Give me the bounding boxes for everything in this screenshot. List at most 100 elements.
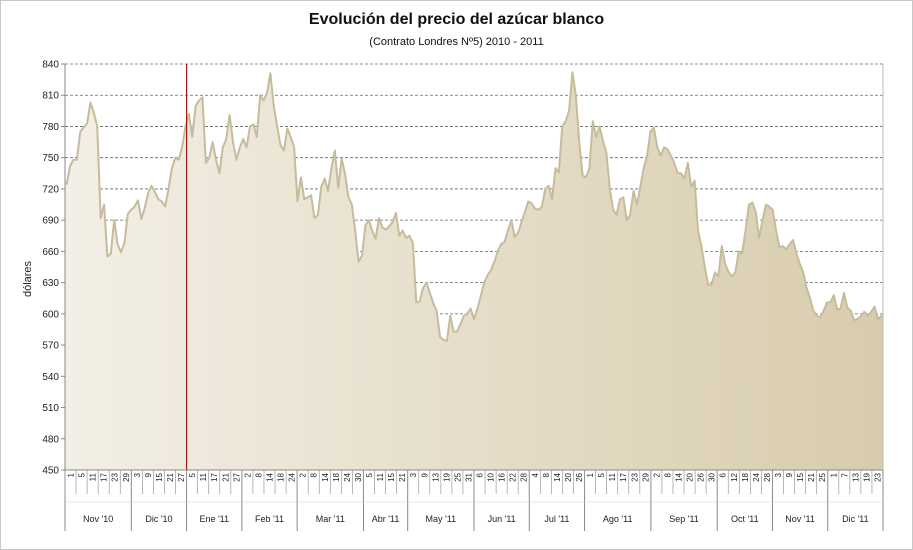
y-tick-label: 840 bbox=[42, 60, 59, 71]
day-tick-label: 1 bbox=[829, 472, 838, 477]
day-tick-label: 8 bbox=[663, 472, 672, 477]
day-tick-label: 18 bbox=[741, 472, 750, 481]
month-tick-label: Ene '11 bbox=[199, 514, 229, 524]
day-tick-label: 17 bbox=[100, 472, 109, 481]
day-tick-label: 16 bbox=[498, 472, 507, 481]
day-tick-label: 15 bbox=[796, 472, 805, 481]
day-tick-label: 23 bbox=[111, 472, 120, 481]
day-tick-label: 11 bbox=[376, 472, 385, 481]
month-tick-label: May '11 bbox=[426, 514, 457, 524]
day-tick-label: 15 bbox=[155, 472, 164, 481]
day-tick-label: 8 bbox=[254, 472, 263, 477]
day-tick-label: 19 bbox=[442, 472, 451, 481]
day-tick-label: 23 bbox=[873, 472, 882, 481]
month-tick-label: Nov '11 bbox=[785, 514, 815, 524]
day-tick-label: 31 bbox=[464, 472, 473, 481]
y-tick-label: 540 bbox=[42, 372, 59, 383]
day-tick-label: 21 bbox=[398, 472, 407, 481]
day-tick-label: 11 bbox=[199, 472, 208, 481]
day-tick-label: 9 bbox=[785, 472, 794, 477]
y-tick-label: 750 bbox=[42, 153, 59, 164]
day-tick-label: 29 bbox=[122, 472, 131, 481]
day-tick-label: 17 bbox=[210, 472, 219, 481]
y-tick-label: 660 bbox=[42, 247, 59, 258]
day-tick-label: 17 bbox=[619, 472, 628, 481]
day-tick-label: 14 bbox=[266, 472, 275, 481]
y-axis-label: dólares bbox=[22, 260, 34, 297]
month-tick-label: Dic '11 bbox=[842, 514, 869, 524]
day-tick-label: 24 bbox=[343, 472, 352, 481]
day-tick-label: 18 bbox=[277, 472, 286, 481]
day-tick-label: 2 bbox=[243, 472, 252, 477]
day-tick-label: 21 bbox=[166, 472, 175, 481]
day-tick-label: 9 bbox=[420, 472, 429, 477]
day-tick-label: 3 bbox=[133, 472, 142, 477]
day-tick-label: 26 bbox=[575, 472, 584, 481]
y-tick-label: 630 bbox=[42, 278, 59, 289]
day-tick-label: 29 bbox=[641, 472, 650, 481]
day-tick-label: 14 bbox=[553, 472, 562, 481]
y-tick-label: 780 bbox=[42, 122, 59, 133]
day-tick-label: 6 bbox=[719, 472, 728, 477]
day-tick-label: 4 bbox=[531, 472, 540, 477]
day-tick-label: 22 bbox=[509, 472, 518, 481]
y-tick-label: 450 bbox=[42, 466, 59, 477]
month-tick-label: Jul '11 bbox=[544, 514, 569, 524]
day-tick-label: 13 bbox=[851, 472, 860, 481]
month-tick-label: Dic '10 bbox=[145, 514, 172, 524]
day-tick-label: 12 bbox=[730, 472, 739, 481]
day-tick-label: 8 bbox=[310, 472, 319, 477]
plot-area bbox=[65, 64, 883, 470]
month-tick-label: Jun '11 bbox=[488, 514, 516, 524]
day-tick-label: 3 bbox=[774, 472, 783, 477]
day-tick-label: 30 bbox=[708, 472, 717, 481]
day-tick-label: 14 bbox=[675, 472, 684, 481]
day-tick-label: 19 bbox=[862, 472, 871, 481]
day-tick-label: 20 bbox=[686, 472, 695, 481]
y-tick-label: 570 bbox=[42, 341, 59, 352]
day-tick-label: 18 bbox=[332, 472, 341, 481]
day-tick-label: 15 bbox=[387, 472, 396, 481]
month-tick-label: Sep '11 bbox=[669, 514, 699, 524]
day-tick-label: 24 bbox=[288, 472, 297, 481]
day-tick-label: 21 bbox=[221, 472, 230, 481]
day-tick-label: 9 bbox=[144, 472, 153, 477]
day-tick-label: 21 bbox=[807, 472, 816, 481]
day-tick-label: 23 bbox=[630, 472, 639, 481]
day-tick-label: 14 bbox=[321, 472, 330, 481]
day-tick-label: 20 bbox=[564, 472, 573, 481]
day-tick-label: 28 bbox=[520, 472, 529, 481]
day-tick-label: 28 bbox=[763, 472, 772, 481]
day-tick-label: 5 bbox=[597, 472, 606, 477]
day-tick-label: 6 bbox=[476, 472, 485, 477]
month-tick-label: Oct '11 bbox=[731, 514, 759, 524]
price-area bbox=[65, 72, 883, 470]
y-tick-label: 600 bbox=[42, 309, 59, 320]
y-tick-label: 480 bbox=[42, 434, 59, 445]
day-tick-label: 11 bbox=[608, 472, 617, 481]
month-tick-label: Abr '11 bbox=[372, 514, 400, 524]
day-tick-label: 5 bbox=[188, 472, 197, 477]
month-tick-label: Feb '11 bbox=[255, 514, 284, 524]
day-tick-label: 30 bbox=[354, 472, 363, 481]
day-tick-label: 27 bbox=[232, 472, 241, 481]
day-tick-label: 24 bbox=[752, 472, 761, 481]
day-tick-label: 7 bbox=[840, 472, 849, 477]
y-tick-label: 810 bbox=[42, 91, 59, 102]
day-tick-label: 5 bbox=[365, 472, 374, 477]
day-tick-label: 1 bbox=[586, 472, 595, 477]
day-tick-label: 11 bbox=[89, 472, 98, 481]
day-tick-label: 5 bbox=[78, 472, 87, 477]
month-tick-label: Ago '11 bbox=[603, 514, 633, 524]
day-tick-label: 25 bbox=[818, 472, 827, 481]
day-tick-label: 2 bbox=[652, 472, 661, 477]
y-tick-label: 690 bbox=[42, 216, 59, 227]
day-tick-label: 1 bbox=[67, 472, 76, 477]
day-tick-label: 8 bbox=[542, 472, 551, 477]
month-tick-label: Nov '10 bbox=[83, 514, 113, 524]
month-tick-label: Mar '11 bbox=[316, 514, 345, 524]
y-tick-label: 510 bbox=[42, 403, 59, 414]
day-tick-label: 10 bbox=[487, 472, 496, 481]
